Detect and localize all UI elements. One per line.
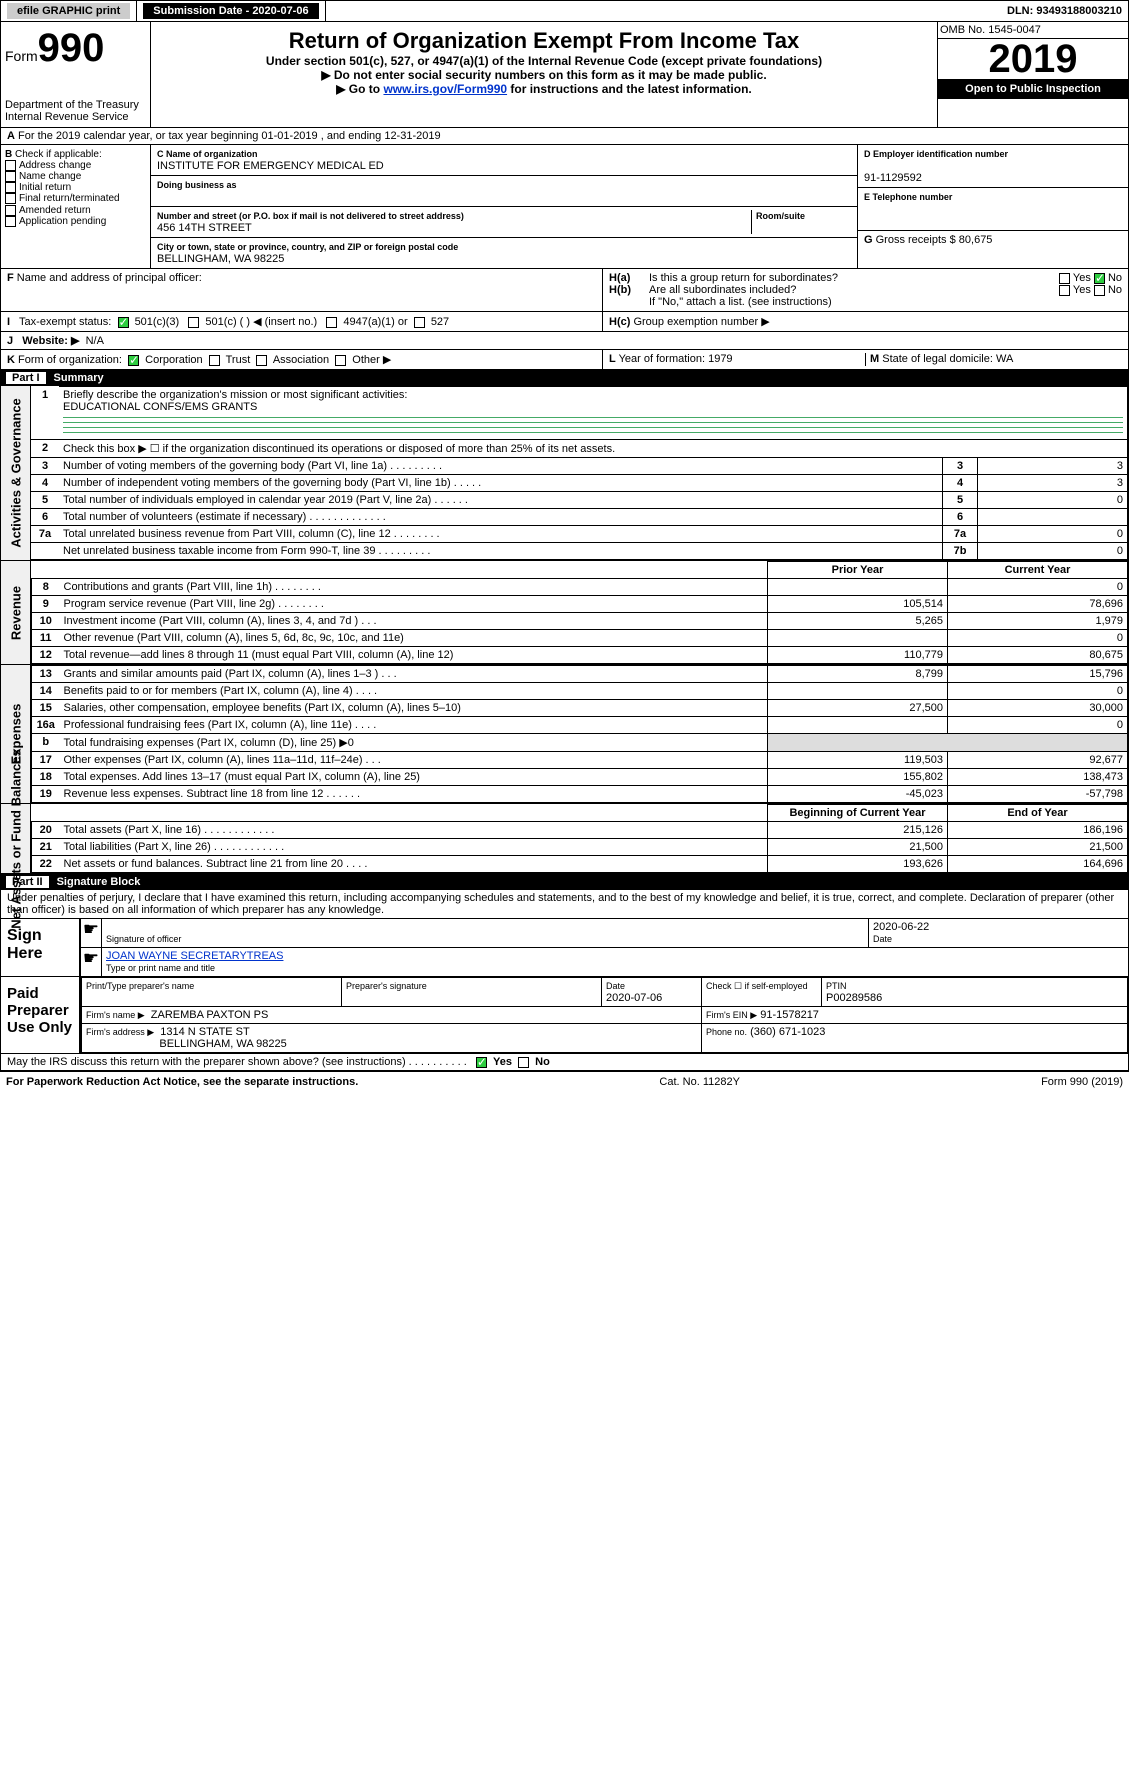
form-title: Return of Organization Exempt From Incom… — [157, 28, 931, 54]
form-prefix: Form — [5, 48, 38, 64]
tab-net-assets: Net Assets or Fund Balances — [8, 749, 23, 928]
tab-revenue: Revenue — [8, 585, 23, 639]
governance-section: Activities & Governance 1Briefly describ… — [0, 386, 1129, 561]
page-footer: For Paperwork Reduction Act Notice, see … — [0, 1071, 1129, 1092]
cb-hb-yes[interactable] — [1059, 285, 1070, 296]
sign-here-block: Sign Here ☛ Signature of officer 2020-06… — [0, 919, 1129, 977]
cb-hb-no[interactable] — [1094, 285, 1105, 296]
tax-year: 2019 — [938, 39, 1128, 79]
mission: EDUCATIONAL CONFS/EMS GRANTS — [63, 401, 257, 413]
part2-bar: Part IISignature Block — [0, 874, 1129, 890]
revenue-section: Revenue Prior YearCurrent Year 8Contribu… — [0, 561, 1129, 665]
cb-trust[interactable] — [209, 355, 220, 366]
cb-4947[interactable] — [326, 317, 337, 328]
dept-line2: Internal Revenue Service — [5, 111, 146, 123]
cb-amended[interactable] — [5, 205, 16, 216]
cb-501c3[interactable] — [118, 317, 129, 328]
gross-receipts: 80,675 — [959, 234, 993, 246]
dept-line1: Department of the Treasury — [5, 99, 146, 111]
cb-address-change[interactable] — [5, 160, 16, 171]
cb-ha-yes[interactable] — [1059, 273, 1070, 284]
cb-other[interactable] — [335, 355, 346, 366]
cb-ha-no[interactable] — [1094, 273, 1105, 284]
efile-btn[interactable]: efile GRAPHIC print — [7, 3, 130, 19]
part1-bar: Part ISummary — [0, 370, 1129, 386]
dln: DLN: 93493188003210 — [1001, 1, 1128, 21]
cb-discuss-no[interactable] — [518, 1057, 529, 1068]
form-org-row: K Form of organization: Corporation Trus… — [0, 350, 1129, 370]
inspection-badge: Open to Public Inspection — [938, 79, 1128, 99]
top-bar: efile GRAPHIC print Submission Date - 20… — [0, 0, 1129, 22]
tax-status-row: I Tax-exempt status: 501(c)(3) 501(c) ( … — [0, 312, 1129, 332]
subtitle-3: Go to www.irs.gov/Form990 for instructio… — [157, 82, 931, 96]
officer-group-row: F Name and address of principal officer:… — [0, 269, 1129, 312]
submission-btn[interactable]: Submission Date - 2020-07-06 — [143, 3, 318, 19]
website-row: J Website: ▶ N/A — [0, 332, 1129, 350]
cb-assoc[interactable] — [256, 355, 267, 366]
cb-corp[interactable] — [128, 355, 139, 366]
cb-501c[interactable] — [188, 317, 199, 328]
officer-name-link[interactable]: JOAN WAYNE SECRETARYTREAS — [106, 950, 283, 962]
cb-final-return[interactable] — [5, 193, 16, 204]
form-header: Form990 Department of the Treasury Inter… — [0, 22, 1129, 128]
cb-app-pending[interactable] — [5, 216, 16, 227]
org-name: INSTITUTE FOR EMERGENCY MEDICAL ED — [157, 160, 384, 172]
perjury-text: Under penalties of perjury, I declare th… — [0, 890, 1129, 919]
discuss-row: May the IRS discuss this return with the… — [0, 1054, 1129, 1071]
paid-preparer-block: Paid Preparer Use Only Print/Type prepar… — [0, 977, 1129, 1054]
subtitle-2: Do not enter social security numbers on … — [157, 68, 931, 82]
ein: 91-1129592 — [864, 172, 922, 184]
cb-527[interactable] — [414, 317, 425, 328]
irs-link[interactable]: www.irs.gov/Form990 — [383, 82, 507, 96]
entity-block: B Check if applicable: Address change Na… — [0, 145, 1129, 269]
net-assets-section: Net Assets or Fund Balances Beginning of… — [0, 804, 1129, 874]
subtitle-1: Under section 501(c), 527, or 4947(a)(1)… — [157, 54, 931, 68]
cb-discuss-yes[interactable] — [476, 1057, 487, 1068]
tab-governance: Activities & Governance — [8, 398, 23, 548]
org-city: BELLINGHAM, WA 98225 — [157, 253, 284, 265]
cb-initial-return[interactable] — [5, 182, 16, 193]
org-address: 456 14TH STREET — [157, 222, 252, 234]
line-a: A For the 2019 calendar year, or tax yea… — [0, 128, 1129, 145]
form-number: 990 — [38, 26, 105, 70]
cb-name-change[interactable] — [5, 171, 16, 182]
expenses-section: Expenses 13Grants and similar amounts pa… — [0, 665, 1129, 804]
